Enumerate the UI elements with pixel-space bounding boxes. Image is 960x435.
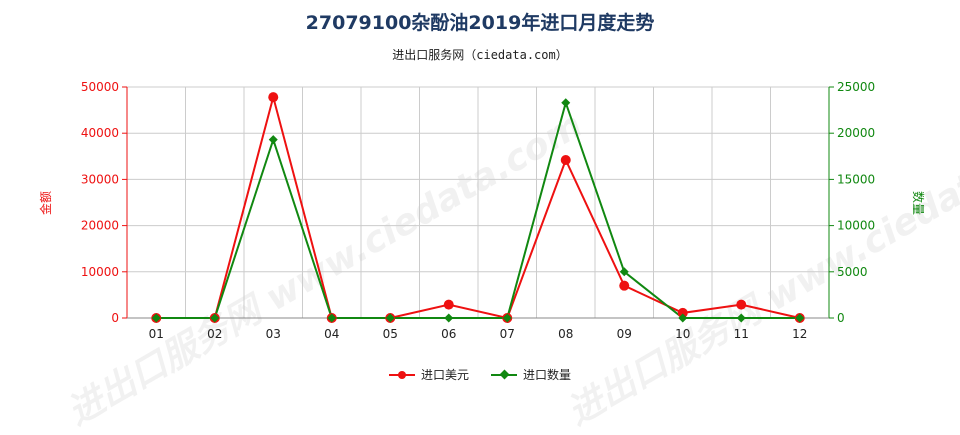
x-tick-label: 01 xyxy=(149,327,164,341)
data-point-quantity xyxy=(268,135,278,145)
data-point-quantity xyxy=(327,313,337,323)
data-point-quantity xyxy=(619,267,629,277)
data-point-quantity xyxy=(210,313,220,323)
data-point-quantity xyxy=(444,313,454,323)
left-tick-label: 30000 xyxy=(81,172,119,186)
legend: 进口美元 进口数量 xyxy=(0,366,960,383)
x-tick-label: 12 xyxy=(792,327,807,341)
data-point-quantity xyxy=(561,98,571,108)
legend-item-quantity[interactable]: 进口数量 xyxy=(491,366,571,383)
left-tick-label: 40000 xyxy=(81,126,119,140)
series-line-value xyxy=(156,93,800,320)
data-point-value xyxy=(736,299,747,310)
series-layer xyxy=(151,92,805,323)
right-tick-label: 20000 xyxy=(837,126,875,140)
x-tick-label: 04 xyxy=(324,327,339,341)
legend-swatch-value xyxy=(388,370,415,379)
x-tick-label: 05 xyxy=(383,327,398,341)
x-tick-label: 02 xyxy=(207,327,222,341)
right-tick-label: 5000 xyxy=(837,265,868,279)
right-tick-label: 10000 xyxy=(837,219,875,233)
data-point-value xyxy=(677,307,688,318)
data-point-value xyxy=(268,92,279,103)
left-axis-label: 金额 xyxy=(38,191,53,215)
left-tick-label: 10000 xyxy=(81,265,119,279)
data-point-value xyxy=(560,154,571,165)
chart-title: 27079100杂酚油2019年进口月度走势 xyxy=(305,12,655,34)
left-tick-label: 50000 xyxy=(81,80,119,94)
right-tick-label: 25000 xyxy=(837,80,875,94)
legend-item-value[interactable]: 进口美元 xyxy=(388,366,469,383)
data-point-quantity xyxy=(151,313,161,323)
x-tick-label: 09 xyxy=(617,327,632,341)
data-point-quantity xyxy=(736,313,746,323)
x-tick-label: 06 xyxy=(441,327,456,341)
x-tick-label: 07 xyxy=(500,327,515,341)
grid-layer xyxy=(126,86,830,319)
x-tick-label: 03 xyxy=(266,327,281,341)
chart-subtitle: 进出口服务网（ciedata.com） xyxy=(392,48,568,62)
legend-label-quantity: 进口数量 xyxy=(523,368,572,382)
x-tick-label: 10 xyxy=(675,327,690,341)
series-line-quantity xyxy=(156,99,800,319)
data-point-value xyxy=(443,299,454,310)
legend-swatch-quantity xyxy=(491,369,517,379)
data-point-quantity xyxy=(502,313,512,323)
data-point-value xyxy=(619,280,630,291)
right-tick-label: 0 xyxy=(837,311,845,325)
x-tick-label: 11 xyxy=(734,327,749,341)
x-tick-label: 08 xyxy=(558,327,573,341)
left-tick-label: 20000 xyxy=(81,219,119,233)
right-axis-label: 数量 xyxy=(911,191,926,215)
right-tick-label: 15000 xyxy=(837,172,875,186)
legend-label-value: 进口美元 xyxy=(420,368,469,382)
data-point-quantity xyxy=(678,313,688,323)
data-point-quantity xyxy=(795,313,805,323)
data-point-quantity xyxy=(385,313,395,323)
left-tick-label: 0 xyxy=(111,311,119,325)
line-chart: 0 10000 20000 30000 40000 50000 0 5000 10000 1500… xyxy=(38,80,926,341)
axes-layer: 0 10000 20000 30000 40000 50000 0 5000 10000 1500… xyxy=(81,80,875,341)
